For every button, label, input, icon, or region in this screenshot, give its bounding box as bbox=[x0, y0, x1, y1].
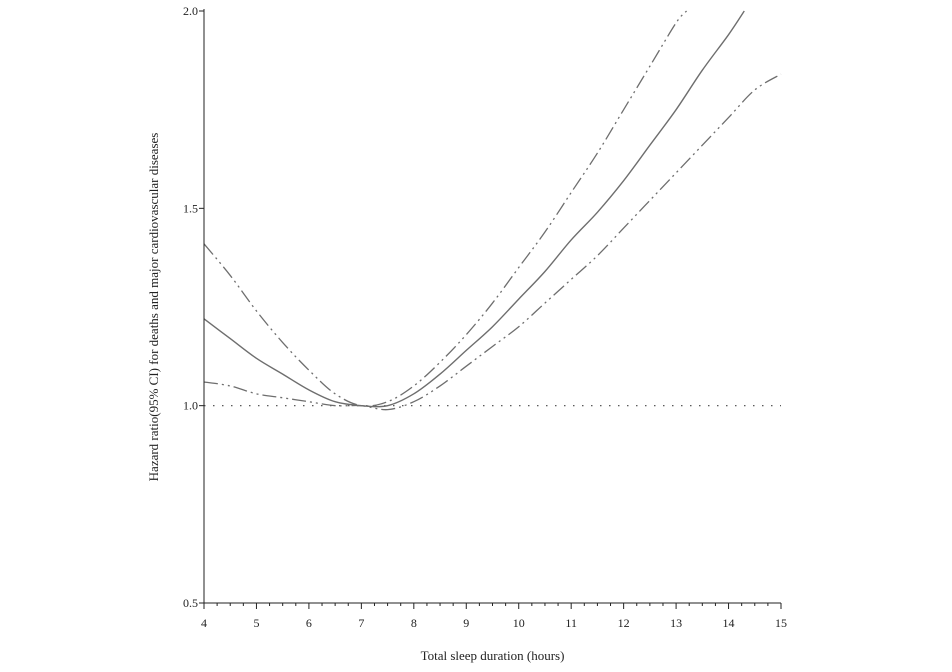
x-tick-label: 13 bbox=[670, 616, 682, 630]
y-tick-label: 2.0 bbox=[183, 4, 198, 18]
x-tick-label: 10 bbox=[513, 616, 525, 630]
series-line-lower-ci bbox=[203, 73, 782, 411]
axes bbox=[203, 9, 781, 604]
x-tick-label: 11 bbox=[565, 616, 577, 630]
x-tick-label: 5 bbox=[253, 616, 259, 630]
x-axis-label: Total sleep duration (hours) bbox=[421, 648, 565, 663]
x-tick-label: 6 bbox=[306, 616, 312, 630]
plot-series bbox=[203, 10, 782, 411]
series-line-estimate bbox=[203, 10, 745, 408]
x-tick-label: 12 bbox=[618, 616, 630, 630]
y-tick-label: 0.5 bbox=[183, 596, 198, 610]
y-tick-label: 1.5 bbox=[183, 201, 198, 215]
y-tick-label: 1.0 bbox=[183, 399, 198, 413]
series-line-upper-ci bbox=[203, 10, 688, 407]
x-tick-label: 14 bbox=[723, 616, 735, 630]
x-tick-label: 4 bbox=[201, 616, 207, 630]
x-tick-label: 15 bbox=[775, 616, 787, 630]
x-tick-label: 7 bbox=[358, 616, 364, 630]
x-tick-label: 9 bbox=[463, 616, 469, 630]
y-axis-label: Hazard ratio(95% CI) for deaths and majo… bbox=[146, 133, 161, 482]
x-tick-label: 8 bbox=[411, 616, 417, 630]
y-ticks: 0.5 1.0 1.5 2.0 bbox=[183, 4, 204, 610]
x-ticks: 4 5 6 7 8 9 10 11 12 13 14 15 bbox=[201, 603, 787, 630]
